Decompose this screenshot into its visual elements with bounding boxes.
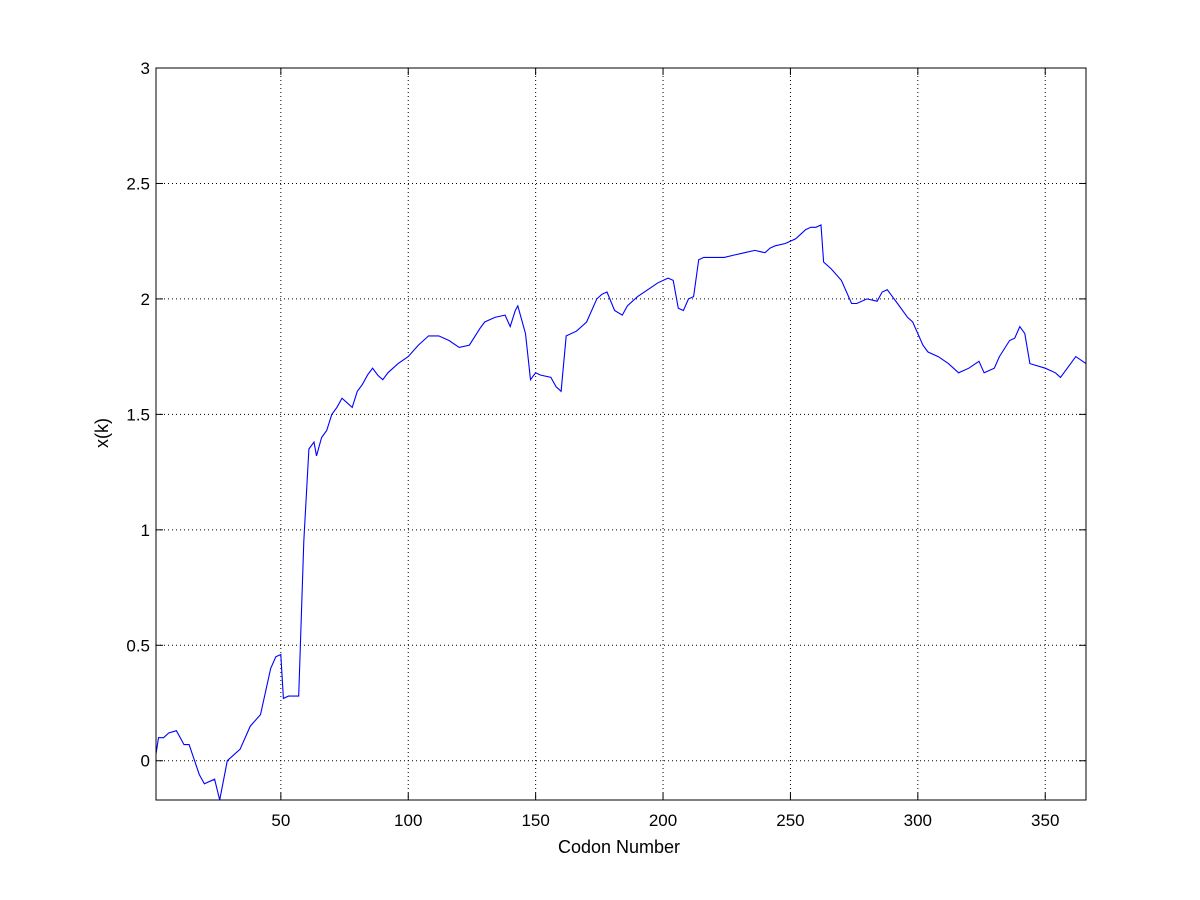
y-tick-label: 3 xyxy=(141,59,150,78)
y-axis-label: x(k) xyxy=(92,418,112,448)
series-line xyxy=(155,224,1087,801)
y-tick-label: 0.5 xyxy=(126,636,150,655)
plot-area xyxy=(156,68,1086,800)
x-axis-label: Codon Number xyxy=(558,837,680,857)
grid xyxy=(156,68,1086,800)
y-tick-label: 1 xyxy=(141,521,150,540)
y-tick-label: 2.5 xyxy=(126,174,150,193)
x-tick-label: 100 xyxy=(394,811,422,830)
x-tick-label: 300 xyxy=(904,811,932,830)
x-tick-label: 150 xyxy=(521,811,549,830)
y-tick-label: 0 xyxy=(141,752,150,771)
x-tick-label: 250 xyxy=(776,811,804,830)
y-tick-label: 2 xyxy=(141,290,150,309)
x-tick-label: 350 xyxy=(1031,811,1059,830)
y-tick-label: 1.5 xyxy=(126,405,150,424)
plot-frame xyxy=(155,67,1087,801)
x-tick-label: 200 xyxy=(649,811,677,830)
x-tick-label: 50 xyxy=(271,811,290,830)
axis-ticks: 50 100 150 200 250 300 350 0 0.5 1 1.5 2 2.5 3 xyxy=(126,59,1086,830)
